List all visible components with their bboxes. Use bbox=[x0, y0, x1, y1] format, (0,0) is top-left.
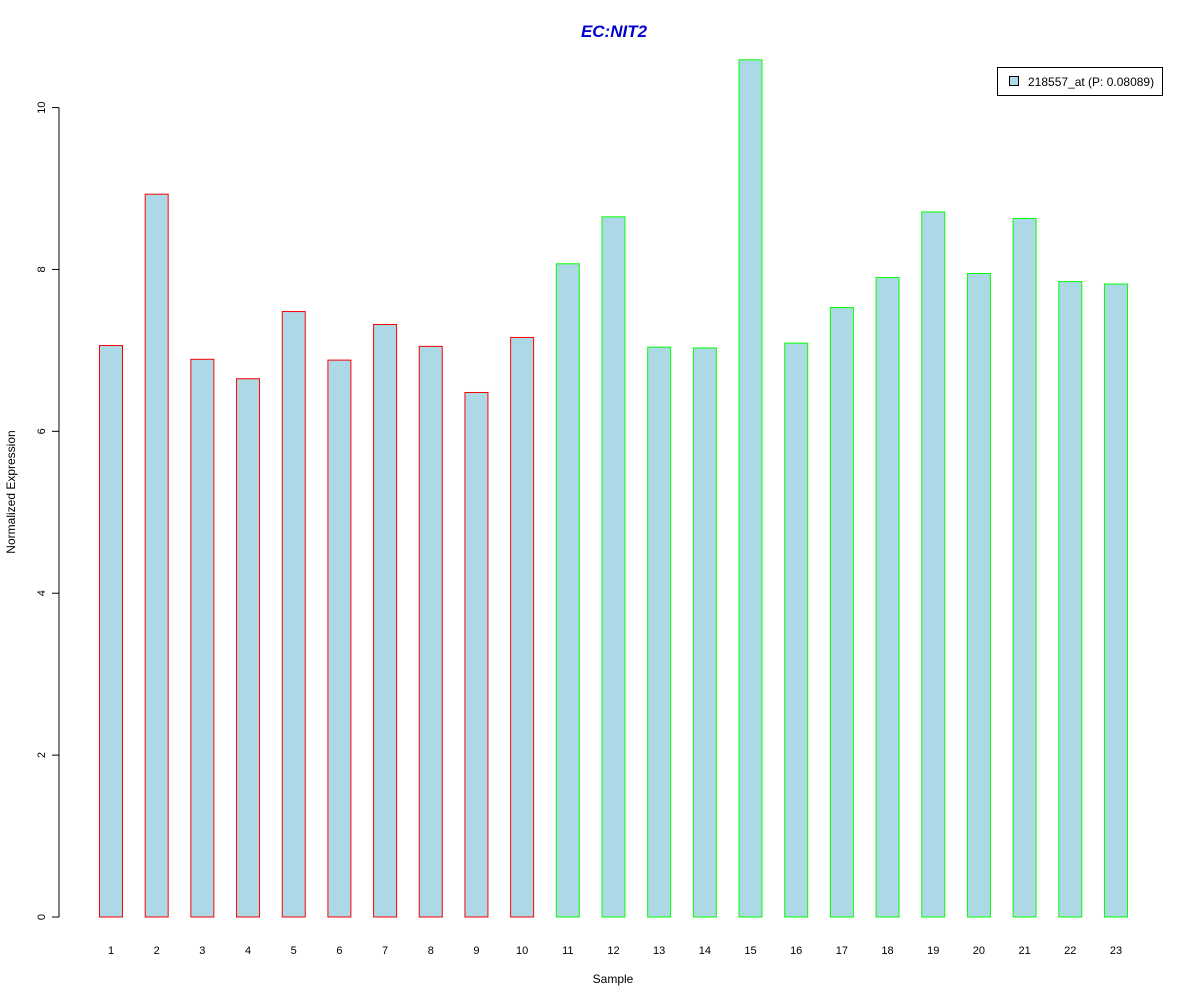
x-tick-label: 15 bbox=[744, 945, 756, 957]
x-tick-label: 4 bbox=[245, 945, 251, 957]
bar-sample-7 bbox=[373, 323, 398, 918]
bar-sample-8 bbox=[418, 345, 443, 918]
bar-sample-16 bbox=[784, 342, 809, 918]
bars bbox=[99, 59, 1128, 918]
x-tick-label: 13 bbox=[653, 945, 665, 957]
legend-swatch bbox=[1009, 76, 1019, 86]
y-tick-label: 4 bbox=[36, 590, 48, 596]
x-tick-label: 12 bbox=[607, 945, 619, 957]
x-tick-label: 9 bbox=[473, 945, 479, 957]
bar-sample-21 bbox=[1012, 217, 1037, 918]
x-tick-label: 23 bbox=[1110, 945, 1122, 957]
x-tick-label: 10 bbox=[516, 945, 528, 957]
bar-sample-4 bbox=[236, 378, 261, 918]
bar-sample-13 bbox=[647, 346, 672, 918]
x-tick-label: 2 bbox=[154, 945, 160, 957]
x-tick-label: 11 bbox=[562, 945, 573, 957]
x-tick-label: 5 bbox=[291, 945, 297, 957]
x-tick-label: 6 bbox=[336, 945, 342, 957]
bar-sample-18 bbox=[875, 277, 900, 918]
x-tick-label: 14 bbox=[699, 945, 711, 957]
bar-sample-14 bbox=[692, 347, 717, 918]
x-axis-tick-labels: 1 2 3 4 5 6 7 8 9 10 11 12 13 14 15 16 17 18 19 20 21 22 23 bbox=[108, 945, 1122, 957]
bar-sample-2 bbox=[144, 193, 169, 918]
bar-sample-6 bbox=[327, 359, 352, 918]
bar-sample-17 bbox=[829, 306, 854, 918]
x-tick-label: 22 bbox=[1064, 945, 1076, 957]
legend: 218557_at (P: 0.08089) bbox=[997, 67, 1163, 96]
y-tick-label: 0 bbox=[36, 914, 48, 920]
y-axis-title: Normalized Expression bbox=[4, 430, 18, 553]
chart-title: EC:NIT2 bbox=[581, 22, 648, 41]
bar-sample-1 bbox=[99, 345, 123, 918]
y-tick-label: 8 bbox=[36, 266, 48, 272]
bar-sample-3 bbox=[190, 358, 215, 918]
bar-sample-9 bbox=[464, 391, 489, 918]
bar-sample-5 bbox=[281, 311, 306, 918]
y-tick-label: 2 bbox=[36, 752, 48, 758]
y-tick-label: 10 bbox=[36, 101, 48, 113]
bar-sample-20 bbox=[966, 273, 991, 918]
y-axis: 0 2 4 6 8 10 bbox=[36, 101, 60, 920]
bar-sample-15 bbox=[738, 59, 763, 918]
x-tick-label: 8 bbox=[428, 945, 434, 957]
x-tick-label: 21 bbox=[1018, 945, 1030, 957]
x-tick-label: 7 bbox=[382, 945, 388, 957]
legend-box bbox=[997, 67, 1163, 96]
x-tick-label: 17 bbox=[836, 945, 848, 957]
x-tick-label: 20 bbox=[973, 945, 985, 957]
x-tick-label: 1 bbox=[108, 945, 114, 957]
x-tick-label: 16 bbox=[790, 945, 802, 957]
x-tick-label: 19 bbox=[927, 945, 939, 957]
bar-sample-19 bbox=[921, 211, 946, 918]
bar-sample-10 bbox=[510, 336, 535, 918]
y-tick-label: 6 bbox=[36, 428, 48, 434]
bar-sample-23 bbox=[1103, 283, 1128, 918]
x-tick-label: 18 bbox=[881, 945, 893, 957]
bar-sample-22 bbox=[1058, 281, 1083, 918]
bar-sample-12 bbox=[601, 216, 626, 918]
x-tick-label: 3 bbox=[199, 945, 205, 957]
bar-sample-11 bbox=[555, 263, 580, 918]
legend-label: 218557_at (P: 0.08089) bbox=[1028, 75, 1154, 89]
x-axis-title: Sample bbox=[593, 972, 634, 986]
